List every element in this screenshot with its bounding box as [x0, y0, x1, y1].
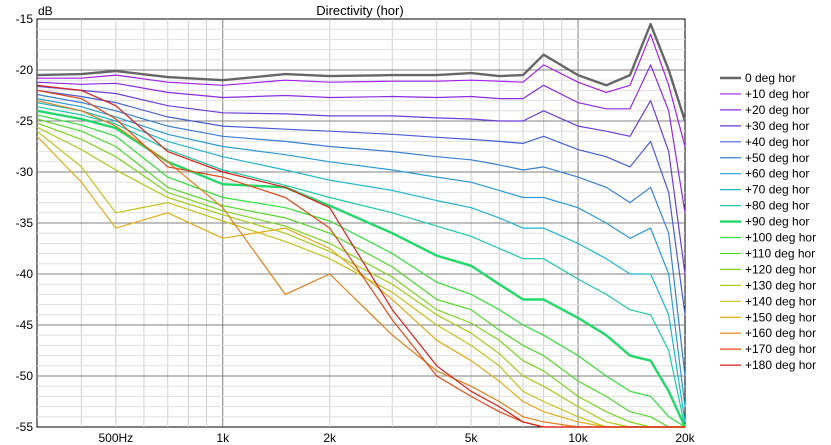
y-tick-label-1: -20: [16, 63, 34, 77]
x-tick-label-3: 5k: [465, 431, 479, 445]
x-tick-label-5: 20k: [675, 431, 695, 445]
y-tick-label-6: -45: [16, 318, 34, 332]
legend-label-18: +180 deg hor: [745, 358, 816, 372]
series-line-0: [36, 22, 687, 122]
x-axis-ticks: 500Hz 1k 2k 5k 10k 20k: [98, 431, 695, 445]
x-tick-label-2: 2k: [323, 431, 337, 445]
y-tick-label-3: -30: [16, 165, 34, 179]
legend-label-13: +130 deg hor: [745, 278, 816, 292]
y-tick-label-7: -50: [16, 369, 34, 383]
series-line-10: [36, 114, 686, 428]
y-tick-label-2: -25: [16, 114, 34, 128]
series-line-6: [36, 98, 686, 407]
y-tick-label-0: -15: [16, 12, 34, 26]
series-line-2: [36, 64, 686, 213]
y-tick-label-8: -55: [16, 420, 34, 434]
series-line-3: [36, 85, 686, 275]
series-line-12: [36, 122, 685, 428]
legend-label-0: 0 deg hor: [745, 71, 796, 85]
x-tick-label-4: 10k: [568, 431, 588, 445]
y-tick-label-4: -35: [16, 216, 34, 230]
series-line-4: [36, 89, 686, 315]
series-line-11: [36, 118, 685, 428]
legend: 0 deg hor +10 deg hor +20 deg hor +30 deg h…: [720, 71, 816, 372]
legend-label-17: +170 deg hor: [745, 342, 816, 356]
legend-label-15: +150 deg hor: [745, 310, 816, 324]
series-line-5: [36, 93, 686, 377]
legend-label-9: +90 deg hor: [745, 215, 809, 229]
grid-lines: [37, 19, 685, 427]
legend-label-11: +110 deg hor: [745, 246, 815, 260]
series-line-8: [36, 106, 686, 428]
series-line-1: [37, 33, 686, 147]
series-line-18: [36, 84, 685, 428]
legend-label-6: +60 deg hor: [745, 167, 809, 181]
y-tick-label-5: -40: [16, 267, 34, 281]
x-tick-label-0: 500Hz: [98, 431, 133, 445]
legend-label-5: +50 deg hor: [745, 151, 809, 165]
y-axis-label: dB: [38, 4, 53, 18]
legend-label-14: +140 deg hor: [745, 294, 816, 308]
legend-label-12: +120 deg hor: [745, 262, 816, 276]
legend-label-8: +80 deg hor: [745, 199, 809, 213]
chart-title: Directivity (hor): [316, 3, 403, 18]
y-axis-ticks: -15 -20 -25 -30 -35 -40 -45 -50 -55: [16, 12, 34, 434]
legend-label-1: +10 deg hor: [745, 87, 809, 101]
series-layer: [36, 22, 687, 428]
legend-label-2: +20 deg hor: [745, 103, 809, 117]
legend-label-10: +100 deg hor: [745, 231, 816, 245]
x-tick-label-1: 1k: [216, 431, 230, 445]
legend-label-3: +30 deg hor: [745, 119, 809, 133]
legend-label-4: +40 deg hor: [745, 135, 809, 149]
legend-label-16: +160 deg hor: [745, 326, 816, 340]
legend-label-7: +70 deg hor: [745, 183, 809, 197]
series-line-7: [36, 102, 686, 422]
